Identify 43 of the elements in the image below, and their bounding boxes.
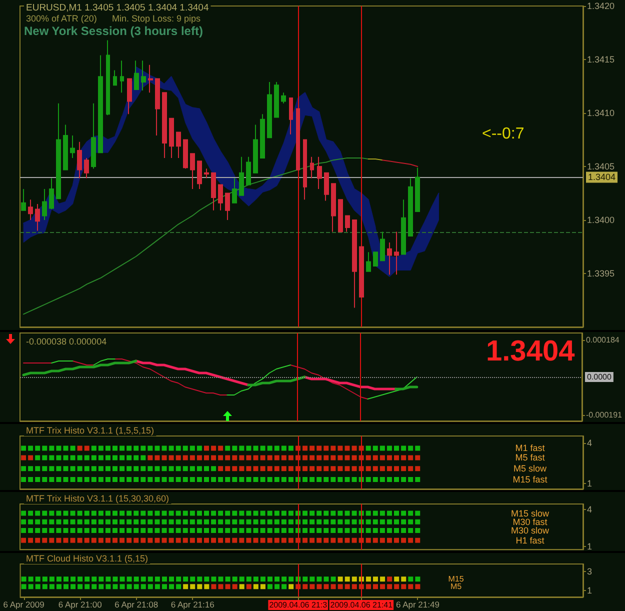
y-tick-label: 0.000184 (586, 336, 620, 345)
chart-title: EURUSD,M1 1.3405 1.3405 1.3404 1.3404 (26, 2, 209, 14)
x-tick-label: 2009.04.06 21:41 (330, 600, 394, 610)
annotation: <--0:7 (482, 126, 524, 142)
y-tick-label: 4 (587, 504, 592, 515)
chart-title: MTF Trix Histo V3.1.1 (15,30,30,60) (26, 494, 170, 504)
x-tick-label: 6 Apr 21:16 (170, 600, 215, 610)
y-tick-label: 3 (587, 566, 592, 577)
annotation: Min. Stop Loss: 9 pips (112, 14, 202, 24)
x-tick-label: 6 Apr 21:08 (114, 600, 158, 610)
text: M5 fast (515, 452, 546, 463)
text: M30 fast (512, 517, 548, 528)
y-tick-label: 1.3420 (587, 1, 615, 11)
text: M30 slow (510, 526, 550, 536)
text: M5 (450, 582, 462, 592)
x-tick-label: 6 Apr 21:49 (396, 600, 440, 610)
y-tick-label: 1.3395 (587, 268, 615, 278)
x-tick-label: 6 Apr 2009 (3, 600, 45, 610)
annotation: 1.3404 (486, 336, 575, 368)
ref-line-label: 0.0000 (586, 372, 612, 382)
y-tick-label: 1 (587, 585, 592, 596)
y-tick-label: 1.3415 (587, 54, 615, 64)
y-tick-label: 1.3410 (587, 108, 615, 118)
annotation: 300% of ATR (20) (26, 14, 97, 24)
text: M1 fast (515, 443, 546, 454)
x-tick-label: 6 Apr 21:00 (58, 600, 102, 610)
y-tick-label: 1 (587, 542, 592, 552)
annotation: New York Session (3 hours left) (24, 24, 203, 38)
x-tick-label: 2009.04.06 21:3 (269, 600, 328, 610)
y-tick-label: 1.3405 (587, 162, 615, 172)
ref-line-label: 1.3404 (588, 172, 616, 182)
y-tick-label: 1.3400 (587, 215, 615, 225)
chart-title: MTF Cloud Histo V3.1.1 (5,15) (26, 554, 148, 564)
chart-title: MTF Trix Histo V3.1.1 (1,5,5,15) (26, 426, 154, 436)
text: M15 (448, 574, 464, 584)
chart-title: -0.000038 0.000004 (26, 336, 107, 346)
y-tick-label: 1 (587, 478, 592, 489)
text: M5 slow (513, 464, 547, 474)
text: H1 fast (516, 536, 545, 546)
text: M15 fast (512, 474, 548, 484)
y-tick-label: -0.000191 (586, 410, 623, 420)
text: M15 slow (510, 508, 550, 518)
y-tick-label: 4 (587, 438, 592, 448)
